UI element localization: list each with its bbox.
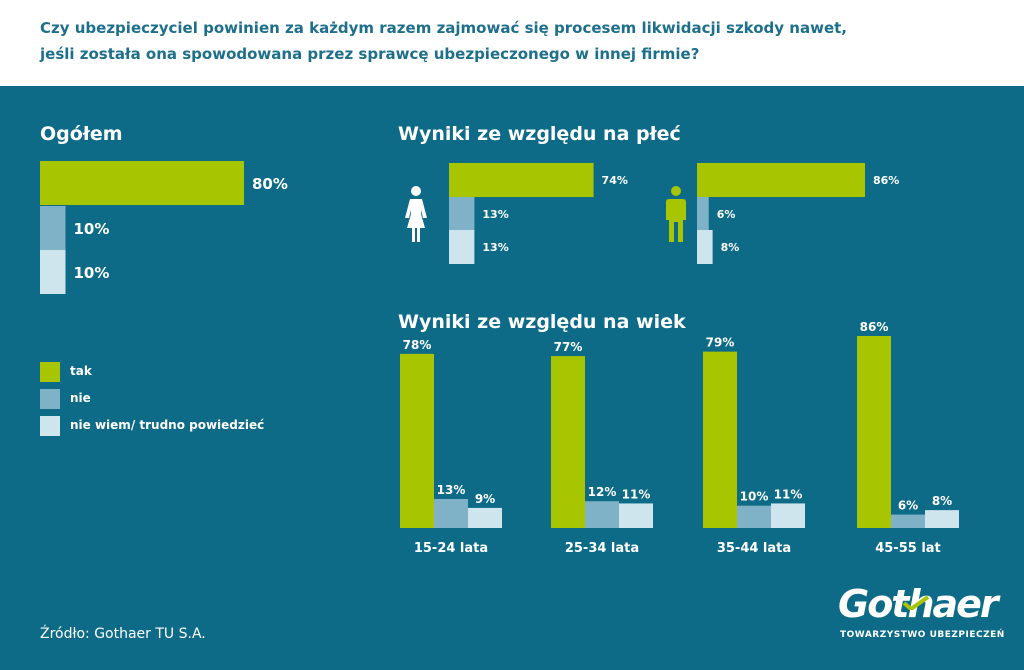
logo-subtitle: TOWARZYSTWO UBEZPIECZEŃ xyxy=(840,630,1005,640)
age-bar-nie-4 xyxy=(891,514,925,528)
male-bar-tak xyxy=(697,163,865,197)
overall-bar-tak xyxy=(40,161,244,205)
age-label-nie-2: 12% xyxy=(588,485,617,499)
age-label-nie-wiem-1: 9% xyxy=(475,492,495,506)
legend-label-nie-wiem: nie wiem/ trudno powiedzieć xyxy=(70,418,265,432)
age-category-4: 45-55 lat xyxy=(875,541,941,556)
legend-swatch-nie-wiem xyxy=(40,416,60,436)
bars-layer: 80% 10% 10% 74% 13% 13% 86% 6% 8% 78% 13% 9% 15-24 l… xyxy=(40,161,959,556)
age-label-nie-4: 6% xyxy=(898,499,918,513)
age-label-nie-1: 13% xyxy=(437,483,466,497)
overall-label-nie-wiem: 10% xyxy=(74,264,110,282)
overall-title: Ogółem xyxy=(40,123,123,145)
overall-bar-nie xyxy=(40,206,66,250)
female-icon xyxy=(405,186,427,242)
female-label-nie-wiem: 13% xyxy=(482,241,508,254)
age-bar-nie-2 xyxy=(585,501,619,528)
age-category-3: 35-44 lata xyxy=(717,541,791,556)
age-label-tak-4: 86% xyxy=(860,320,889,334)
legend-label-nie: nie xyxy=(70,391,91,405)
male-bar-nie-wiem xyxy=(697,230,713,264)
age-title: Wyniki ze względu na wiek xyxy=(398,311,686,333)
age-bar-nie-wiem-3 xyxy=(771,503,805,528)
age-bar-nie-wiem-4 xyxy=(925,510,959,528)
age-label-tak-3: 79% xyxy=(706,336,735,350)
male-label-nie-wiem: 8% xyxy=(721,241,740,254)
overall-label-tak: 80% xyxy=(252,175,288,193)
question-line-2: jeśli została ona spowodowana przez spra… xyxy=(40,45,700,63)
age-bar-nie-3 xyxy=(737,505,771,528)
age-bar-tak-2 xyxy=(551,356,585,528)
question-text: Czy ubezpieczyciel powinien za każdym ra… xyxy=(40,15,1000,67)
gender-title: Wyniki ze względu na płeć xyxy=(398,123,681,145)
age-label-nie-wiem-4: 8% xyxy=(932,494,952,508)
legend-label-tak: tak xyxy=(70,364,92,378)
age-bar-tak-4 xyxy=(857,336,891,528)
female-bar-nie xyxy=(449,197,475,231)
male-icon xyxy=(666,186,686,242)
age-bar-nie-wiem-2 xyxy=(619,503,653,528)
age-bar-nie-1 xyxy=(434,498,468,528)
age-category-1: 15-24 lata xyxy=(414,541,488,556)
age-bar-tak-3 xyxy=(703,351,737,528)
age-label-nie-wiem-2: 11% xyxy=(622,487,651,501)
male-label-nie: 6% xyxy=(717,208,736,221)
age-label-nie-3: 10% xyxy=(740,490,769,504)
legend-swatch-nie xyxy=(40,389,60,409)
female-label-nie: 13% xyxy=(482,208,508,221)
age-bar-nie-wiem-1 xyxy=(468,507,502,528)
legend-swatch-tak xyxy=(40,362,60,382)
overall-bar-nie-wiem xyxy=(40,250,66,294)
source-note: Źródło: Gothaer TU S.A. xyxy=(40,626,206,642)
age-category-2: 25-34 lata xyxy=(565,541,639,556)
header: Czy ubezpieczyciel powinien za każdym ra… xyxy=(0,0,1024,86)
overall-label-nie: 10% xyxy=(74,220,110,238)
female-bar-nie-wiem xyxy=(449,230,475,264)
male-label-tak: 86% xyxy=(873,174,899,187)
age-bar-tak-1 xyxy=(400,353,434,528)
age-label-tak-2: 77% xyxy=(554,340,583,354)
question-line-1: Czy ubezpieczyciel powinien za każdym ra… xyxy=(40,19,847,37)
age-label-tak-1: 78% xyxy=(403,338,432,352)
age-label-nie-wiem-3: 11% xyxy=(774,487,803,501)
female-bar-tak xyxy=(449,163,594,197)
female-label-tak: 74% xyxy=(602,174,628,187)
logo-checkmark-icon xyxy=(903,596,929,610)
male-bar-nie xyxy=(697,197,709,231)
